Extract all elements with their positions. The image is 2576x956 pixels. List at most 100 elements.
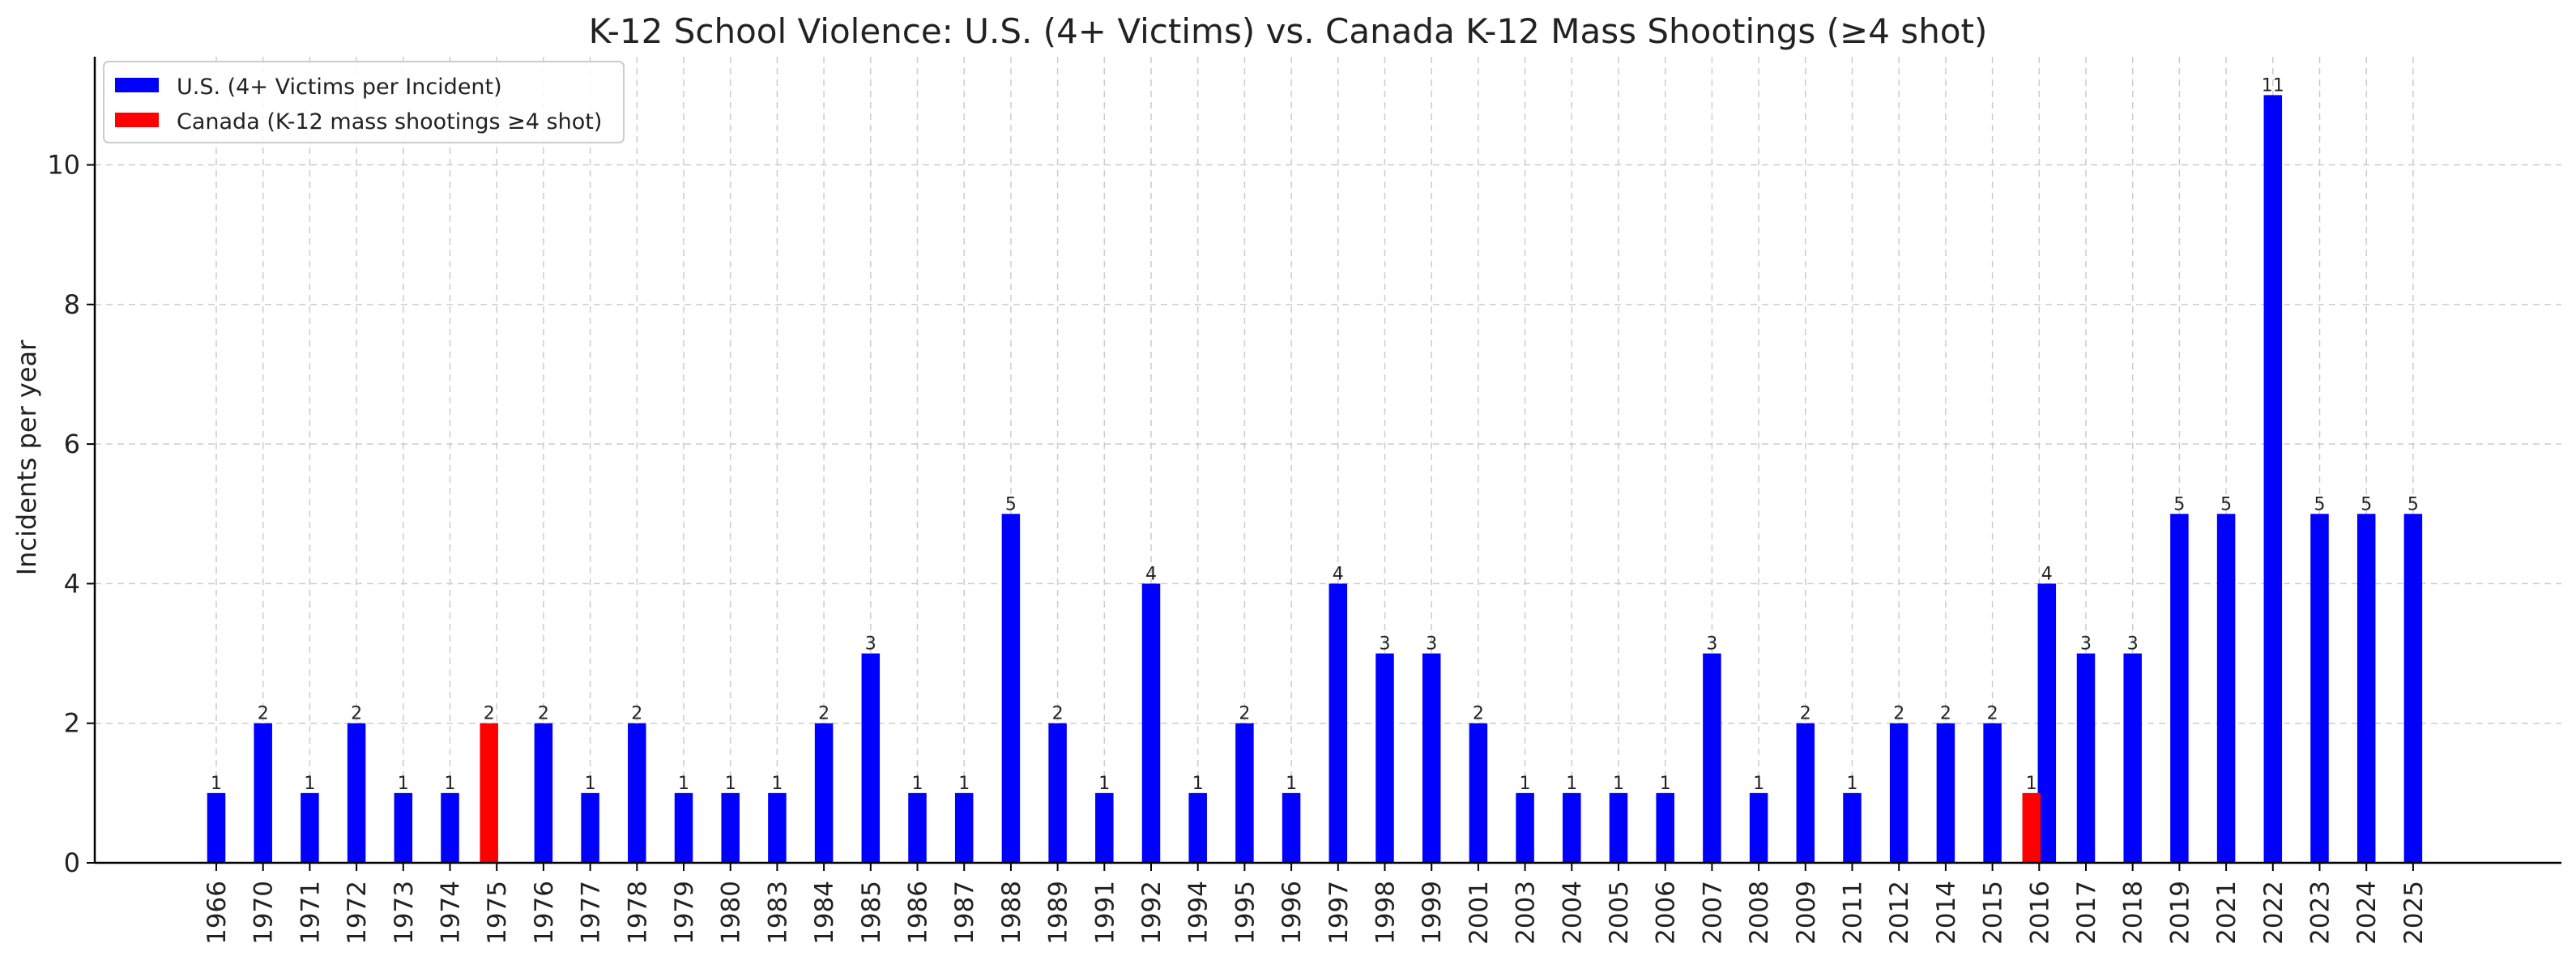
bar-us-2022 xyxy=(2263,95,2283,863)
data-label-us-1992: 4 xyxy=(1145,564,1157,584)
bar-us-1984 xyxy=(814,723,834,863)
data-label-us-1979: 1 xyxy=(678,774,689,794)
data-label-us-2021: 5 xyxy=(2220,494,2232,514)
bar-us-1991 xyxy=(1095,792,1114,863)
bar-us-1966 xyxy=(207,792,226,863)
x-tick-label: 2011 xyxy=(1839,881,1868,945)
legend-swatch-canada xyxy=(115,113,159,127)
x-tick-label: 1980 xyxy=(717,881,746,945)
y-tick-label: 10 xyxy=(47,150,80,181)
bar-us-2023 xyxy=(2310,514,2329,863)
data-label-us-1972: 2 xyxy=(351,704,362,724)
data-label-us-1998: 3 xyxy=(1380,634,1391,655)
x-tick-label: 1998 xyxy=(1371,881,1401,945)
bar-us-2009 xyxy=(1796,723,1815,863)
data-label-us-2014: 2 xyxy=(1940,704,1951,724)
data-label-canada-1975: 2 xyxy=(484,704,495,724)
bar-us-1972 xyxy=(347,723,366,863)
x-tick-label: 2017 xyxy=(2072,881,2101,945)
data-label-us-1994: 1 xyxy=(1192,774,1204,794)
x-tick-label: 2009 xyxy=(1792,881,1821,945)
x-tick-label: 1975 xyxy=(483,881,512,945)
x-tick-label: 1999 xyxy=(1418,881,1447,945)
x-tick-label: 1976 xyxy=(530,881,559,945)
y-tick-label: 6 xyxy=(64,429,80,459)
x-tick-label: 1996 xyxy=(1277,881,1307,945)
data-label-us-1989: 2 xyxy=(1052,704,1064,724)
data-label-us-1986: 1 xyxy=(912,774,923,794)
bar-us-1988 xyxy=(1001,514,1021,863)
bar-us-1979 xyxy=(674,792,693,863)
y-tick-label: 0 xyxy=(64,847,80,878)
x-tick-label: 1992 xyxy=(1137,881,1166,945)
x-tick-label: 1997 xyxy=(1324,881,1354,945)
x-tick-label: 2001 xyxy=(1465,881,1494,945)
bar-us-1983 xyxy=(768,792,787,863)
x-tick-label: 2012 xyxy=(1885,881,1914,945)
bar-us-1971 xyxy=(301,792,319,863)
legend-box xyxy=(103,61,625,143)
data-label-us-2007: 3 xyxy=(1706,634,1717,655)
data-label-us-2018: 3 xyxy=(2127,634,2139,655)
data-label-us-2008: 1 xyxy=(1753,774,1764,794)
data-label-us-2024: 5 xyxy=(2361,494,2372,514)
bar-us-1994 xyxy=(1188,792,1207,863)
bar-us-2017 xyxy=(2076,653,2096,863)
bar-us-2008 xyxy=(1749,792,1768,863)
x-tick-label: 2008 xyxy=(1745,881,1774,945)
axes xyxy=(87,57,2561,871)
x-tick-label: 1974 xyxy=(437,881,466,945)
legend-label-canada: Canada (K-12 mass shootings ≥4 shot) xyxy=(177,109,602,134)
bar-us-2024 xyxy=(2356,514,2376,863)
data-label-us-1987: 1 xyxy=(958,774,970,794)
data-label-us-1978: 2 xyxy=(631,704,642,724)
y-tick-label: 8 xyxy=(64,289,80,320)
x-tick-label: 2003 xyxy=(1512,881,1541,945)
data-label-canada-2016: 1 xyxy=(2026,774,2037,794)
bar-us-1976 xyxy=(534,723,553,863)
x-tick-label: 1989 xyxy=(1044,881,1073,945)
data-label-us-2003: 1 xyxy=(1520,774,1531,794)
bar-canada-1975 xyxy=(480,723,498,863)
data-label-us-1988: 5 xyxy=(1005,494,1017,514)
x-tick-label: 2021 xyxy=(2212,881,2241,945)
bar-us-2007 xyxy=(1703,653,1721,863)
bar-us-2011 xyxy=(1843,792,1862,863)
bar-us-1999 xyxy=(1422,653,1441,863)
x-tick-label: 1995 xyxy=(1230,881,1260,945)
bar-us-2019 xyxy=(2170,514,2189,863)
data-label-us-1997: 4 xyxy=(1333,564,1344,584)
bar-us-2014 xyxy=(1936,723,1955,863)
data-label-us-1971: 1 xyxy=(304,774,315,794)
bar-us-1977 xyxy=(581,792,599,863)
data-label-us-1980: 1 xyxy=(725,774,736,794)
bar-us-1996 xyxy=(1282,792,1301,863)
x-tick-label: 1988 xyxy=(997,881,1026,945)
bar-us-1997 xyxy=(1329,583,1348,863)
data-label-us-2017: 3 xyxy=(2080,634,2092,655)
bar-canada-2016 xyxy=(2022,792,2041,863)
data-label-us-2022: 11 xyxy=(2262,75,2284,96)
x-tick-label: 2024 xyxy=(2352,881,2382,945)
data-label-us-1995: 2 xyxy=(1239,704,1250,724)
bar-us-2001 xyxy=(1469,723,1488,863)
y-tick-label: 2 xyxy=(64,708,80,739)
x-tick-label: 2016 xyxy=(2025,881,2054,945)
data-label-us-1996: 1 xyxy=(1286,774,1297,794)
bar-us-1973 xyxy=(394,792,413,863)
bar-us-2015 xyxy=(1983,723,2002,863)
x-tick-label: 2005 xyxy=(1605,881,1634,945)
data-label-us-1984: 2 xyxy=(818,704,830,724)
x-tick-label: 1991 xyxy=(1090,881,1120,945)
legend-swatch-us xyxy=(115,78,159,92)
y-tick-label: 4 xyxy=(64,568,80,599)
bar-us-2018 xyxy=(2123,653,2142,863)
x-tick-label: 1985 xyxy=(857,881,886,945)
data-label-us-1999: 3 xyxy=(1426,634,1437,655)
data-label-us-2005: 1 xyxy=(1613,774,1624,794)
data-label-us-1966: 1 xyxy=(211,774,222,794)
legend-label-us: U.S. (4+ Victims per Incident) xyxy=(177,75,502,100)
